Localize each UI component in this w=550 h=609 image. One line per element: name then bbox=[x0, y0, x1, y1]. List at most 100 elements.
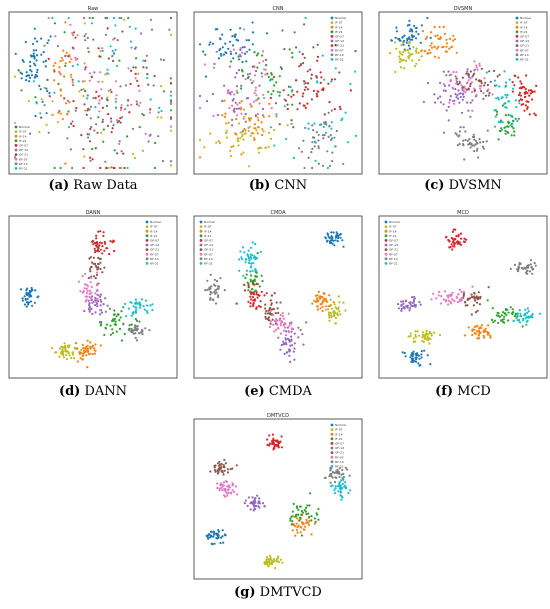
point-rf-07 bbox=[276, 323, 279, 326]
point-normal bbox=[221, 46, 224, 49]
point-rf-14 bbox=[471, 135, 475, 139]
point-if-07 bbox=[400, 43, 403, 47]
point-of-14 bbox=[169, 117, 173, 121]
point-of-21 bbox=[135, 103, 139, 106]
point-of-07 bbox=[319, 81, 322, 84]
point-of-07 bbox=[243, 289, 247, 292]
point-normal bbox=[331, 236, 334, 239]
point-rf-14 bbox=[469, 142, 472, 145]
point-if-07 bbox=[248, 165, 251, 168]
point-rf-14 bbox=[340, 473, 343, 476]
point-if-07 bbox=[337, 306, 340, 309]
caption-letter: (e) bbox=[244, 384, 265, 399]
point-if-14 bbox=[450, 45, 454, 48]
point-of-07 bbox=[95, 237, 98, 240]
point-rf-21 bbox=[344, 111, 347, 114]
point-if-07 bbox=[104, 73, 107, 76]
point-rf-14 bbox=[328, 164, 331, 168]
point-normal bbox=[37, 295, 40, 298]
legend-marker bbox=[330, 432, 334, 436]
point-rf-21 bbox=[340, 498, 343, 501]
point-if-21 bbox=[97, 116, 100, 119]
legend-marker bbox=[199, 229, 203, 233]
point-of-07 bbox=[268, 434, 271, 437]
point-if-14 bbox=[78, 352, 82, 355]
point-if-07 bbox=[399, 57, 402, 60]
point-normal bbox=[25, 291, 28, 294]
point-if-21 bbox=[113, 149, 116, 152]
point-of-21 bbox=[496, 75, 499, 78]
point-rf-14 bbox=[476, 147, 479, 150]
point-normal bbox=[417, 33, 420, 36]
point-rf-21 bbox=[330, 80, 333, 83]
point-of-07 bbox=[75, 107, 78, 110]
point-of-14 bbox=[461, 98, 464, 101]
point-if-07 bbox=[56, 121, 60, 124]
point-of-07 bbox=[113, 249, 116, 253]
point-of-07 bbox=[265, 292, 268, 295]
point-of-07 bbox=[280, 435, 283, 438]
point-rf-07 bbox=[137, 104, 140, 107]
point-if-21 bbox=[492, 321, 495, 324]
point-rf-21 bbox=[333, 136, 336, 139]
legend-marker bbox=[14, 134, 18, 138]
point-of-21 bbox=[479, 297, 482, 300]
point-if-21 bbox=[507, 131, 510, 134]
point-of-14 bbox=[459, 95, 462, 99]
point-if-14 bbox=[68, 101, 71, 104]
point-of-21 bbox=[87, 276, 90, 280]
point-rf-14 bbox=[169, 101, 173, 104]
point-if-14 bbox=[291, 529, 294, 532]
point-of-14 bbox=[402, 302, 405, 305]
point-rf-21 bbox=[330, 127, 333, 130]
point-rf-21 bbox=[146, 304, 149, 307]
point-of-21 bbox=[487, 94, 490, 97]
point-of-21 bbox=[476, 309, 479, 312]
point-if-07 bbox=[328, 319, 331, 322]
point-if-07 bbox=[83, 80, 86, 83]
legend-label: OF-21 bbox=[19, 153, 28, 157]
point-of-14 bbox=[235, 85, 239, 88]
point-of-14 bbox=[261, 114, 264, 117]
point-of-14 bbox=[280, 343, 283, 347]
point-rf-21 bbox=[526, 311, 529, 314]
point-rf-07 bbox=[54, 35, 57, 38]
point-if-21 bbox=[290, 523, 293, 526]
point-of-21 bbox=[216, 472, 220, 475]
point-rf-07 bbox=[475, 64, 478, 67]
point-rf-14 bbox=[462, 139, 465, 142]
point-of-14 bbox=[243, 502, 246, 505]
point-if-07 bbox=[406, 49, 409, 52]
point-of-14 bbox=[237, 107, 241, 110]
point-rf-07 bbox=[226, 92, 229, 95]
point-if-14 bbox=[243, 127, 246, 131]
point-of-21 bbox=[103, 266, 106, 269]
point-if-14 bbox=[433, 45, 436, 48]
point-rf-21 bbox=[129, 301, 132, 304]
point-rf-07 bbox=[281, 315, 285, 318]
point-if-14 bbox=[304, 525, 307, 528]
point-of-21 bbox=[269, 322, 272, 325]
point-rf-07 bbox=[473, 87, 476, 90]
point-rf-07 bbox=[256, 112, 259, 116]
point-of-14 bbox=[301, 333, 304, 336]
point-of-14 bbox=[253, 501, 257, 504]
point-of-14 bbox=[447, 119, 450, 122]
point-if-14 bbox=[319, 307, 322, 310]
point-of-21 bbox=[122, 152, 125, 155]
point-of-07 bbox=[270, 294, 273, 297]
point-of-21 bbox=[302, 62, 305, 65]
point-of-21 bbox=[53, 70, 56, 73]
point-rf-14 bbox=[466, 139, 469, 142]
point-of-14 bbox=[284, 341, 287, 344]
point-if-07 bbox=[59, 352, 63, 355]
point-rf-14 bbox=[328, 125, 331, 128]
point-of-21 bbox=[94, 249, 97, 252]
point-rf-07 bbox=[476, 68, 479, 71]
panel-d: DANN Normal IF-07 IF-14 IF-21 OF-07 OF-14 OF-21… bbox=[8, 209, 178, 379]
point-of-14 bbox=[445, 74, 448, 77]
point-if-21 bbox=[99, 323, 103, 326]
point-if-07 bbox=[169, 164, 173, 167]
point-if-14 bbox=[428, 48, 431, 52]
point-of-14 bbox=[231, 99, 234, 102]
